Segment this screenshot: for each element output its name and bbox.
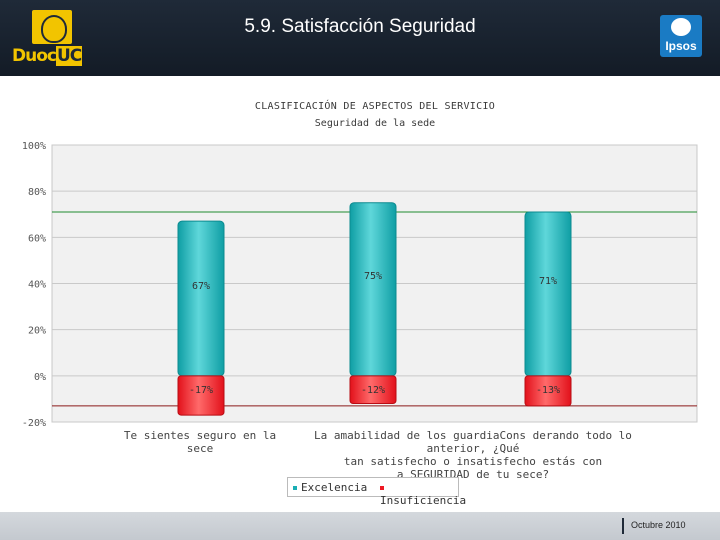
category-label-1: Te sientes seguro en la sece [123,429,277,455]
legend-swatch-icon [380,486,384,490]
data-label-excelencia-1: 67% [192,281,210,292]
y-tick-label: 80% [28,187,46,198]
data-label-insuficiencia-1: -17% [189,385,213,396]
category-label-2-3: La amabilidad de los guardiaCons derando… [314,429,632,481]
data-label-excelencia-2: 75% [364,271,382,282]
bar-insuficiencia-1 [177,375,225,416]
y-tick-label: 100% [22,141,46,152]
footer-divider [622,518,624,534]
ipsos-logo: Ipsos [660,15,702,57]
y-tick-label: 40% [28,280,46,291]
slide-header: DuocUC 5.9. Satisfacción Seguridad Ipsos [0,0,720,76]
bar-excelencia-2 [349,202,397,377]
bar-insuficiencia-3 [524,375,572,407]
chart-legend: Excelencia Insuficiencia [287,477,466,507]
chart-title: CLASIFICACIÓN DE ASPECTOS DEL SERVICIO [254,101,496,112]
data-label-insuficiencia-2: -12% [361,385,385,396]
legend-swatch-icon [293,486,297,490]
ipsos-logo-text: Ipsos [665,39,697,53]
bar-insuficiencia-2 [349,375,397,405]
y-tick-label: 60% [28,233,46,244]
legend-item-excelencia: Excelencia [293,481,367,494]
ipsos-logo-icon [671,18,691,36]
y-tick-label: -20% [22,418,46,429]
data-label-excelencia-3: 71% [539,276,557,287]
legend-item-insuficiencia: Insuficiencia [380,481,466,507]
chart-subtitle: Seguridad de la sede [314,118,436,129]
y-tick-label: 0% [34,372,46,383]
bar-excelencia-1 [177,220,225,377]
data-label-insuficiencia-3: -13% [536,385,560,396]
logo-text-duoc: Duoc [12,46,57,66]
page-title: 5.9. Satisfacción Seguridad [244,16,476,37]
university-seal-icon [32,10,72,44]
y-tick-label: 20% [28,326,46,337]
footer-date: Octubre 2010 [631,520,686,530]
bar-excelencia-3 [524,211,572,377]
logo-text-uc: UC [55,46,82,66]
duoc-uc-logo: DuocUC [10,10,96,66]
bar-chart: 100% 80% 60% 40% 20% 0% -20% 67% 75% 71% -17% -12% -… [22,141,698,429]
slide-footer: Octubre 2010 [0,512,720,540]
